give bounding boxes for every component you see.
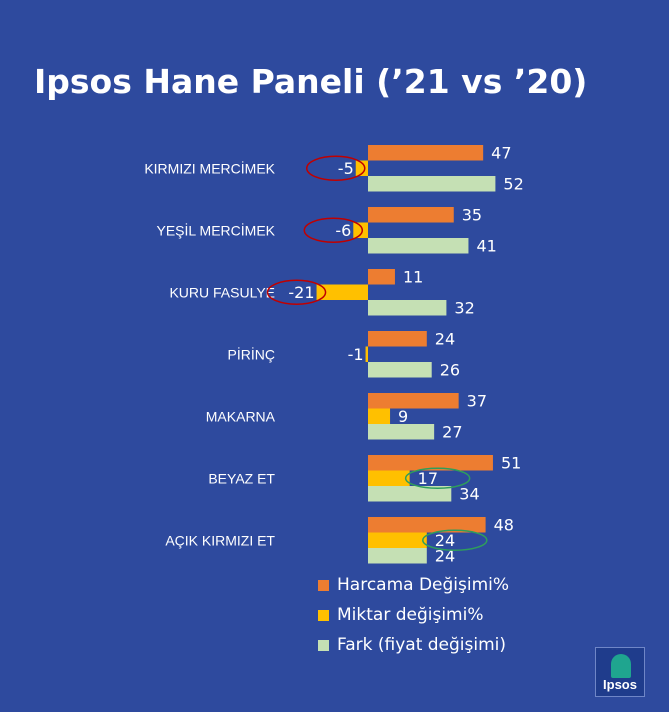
bar-fark [368, 238, 469, 254]
data-label-harcama: 11 [403, 268, 423, 287]
bar-harcama [368, 145, 484, 161]
highlight-ellipse [266, 279, 327, 305]
bar-fark [368, 424, 435, 440]
bar-fark [368, 486, 452, 502]
bar-harcama [368, 517, 486, 533]
category-label: PİRİNÇ [228, 345, 275, 362]
data-label-harcama: 51 [501, 454, 521, 473]
legend-item-harcama: Harcama Değişimi% [318, 570, 509, 600]
chart-legend: Harcama Değişimi% Miktar değişimi% Fark … [318, 570, 509, 660]
data-label-fark: 34 [459, 485, 479, 504]
bar-harcama [368, 455, 493, 471]
legend-label-harcama: Harcama Değişimi% [337, 575, 510, 595]
highlight-ellipse [404, 467, 471, 489]
ipsos-logo: Ipsos [595, 647, 645, 697]
data-label-miktar: 9 [398, 407, 408, 426]
data-label-miktar: -5 [338, 159, 354, 178]
page-title: Ipsos Hane Paneli (’21 vs ’20) [34, 62, 588, 101]
data-label-fark: 41 [476, 237, 496, 256]
bar-fark [368, 300, 447, 316]
legend-swatch-harcama [318, 579, 329, 591]
data-label-harcama: 47 [491, 144, 511, 163]
bar-fark [368, 176, 496, 192]
data-label-fark: 52 [503, 175, 523, 194]
data-label-fark: 32 [454, 299, 474, 318]
highlight-ellipse [303, 217, 364, 243]
data-label-miktar: 17 [418, 469, 438, 488]
ipsos-logo-mark-icon [611, 654, 631, 678]
bar-harcama [368, 207, 454, 223]
data-label-miktar: -1 [348, 345, 364, 364]
legend-label-fark: Fark (fiyat değişimi) [337, 635, 507, 655]
legend-swatch-fark [318, 639, 329, 651]
data-label-fark: 24 [435, 547, 455, 566]
category-label: YEŞİL MERCİMEK [156, 221, 275, 238]
data-label-harcama: 48 [494, 516, 514, 535]
data-label-fark: 26 [440, 361, 460, 380]
highlight-ellipse [306, 155, 366, 181]
bar-miktar [368, 532, 427, 548]
data-label-harcama: 35 [462, 206, 482, 225]
data-label-harcama: 37 [467, 392, 487, 411]
data-label-miktar: -6 [335, 221, 351, 240]
legend-swatch-miktar [318, 609, 329, 621]
data-label-fark: 27 [442, 423, 462, 442]
bar-miktar [316, 284, 368, 300]
bar-miktar [353, 222, 368, 238]
category-label: KURU FASULYE [169, 284, 275, 300]
bar-fark [368, 548, 427, 564]
data-label-miktar: 24 [435, 531, 455, 550]
bar-fark [368, 362, 432, 378]
data-label-miktar: -21 [288, 283, 314, 302]
category-label: AÇIK KIRMIZI ET [165, 532, 275, 548]
bar-miktar [368, 470, 410, 486]
bar-miktar [355, 160, 368, 176]
ipsos-logo-text: Ipsos [603, 677, 637, 692]
category-label: MAKARNA [206, 408, 276, 424]
legend-label-miktar: Miktar değişimi% [337, 605, 484, 625]
bar-miktar [365, 346, 368, 362]
bar-harcama [368, 331, 427, 347]
highlight-ellipse [422, 529, 488, 551]
legend-item-fark: Fark (fiyat değişimi) [318, 630, 509, 660]
category-label: KIRMIZI MERCİMEK [144, 159, 275, 176]
data-label-harcama: 24 [435, 330, 455, 349]
bar-harcama [368, 269, 395, 285]
bar-harcama [368, 393, 459, 409]
legend-item-miktar: Miktar değişimi% [318, 600, 509, 630]
category-label: BEYAZ ET [208, 470, 275, 486]
bar-miktar [368, 408, 391, 424]
